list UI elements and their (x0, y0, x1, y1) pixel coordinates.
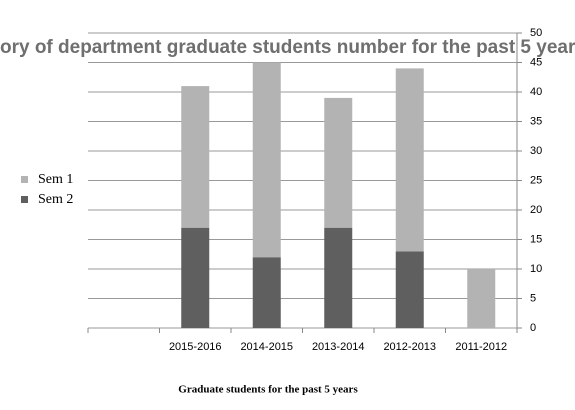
bar-segment (252, 257, 281, 328)
x-tick-label: 2013-2014 (312, 341, 365, 353)
y-tick-label: 25 (530, 174, 542, 186)
x-tick-label: 2012-2013 (383, 341, 436, 353)
bar-segment (395, 251, 424, 328)
x-tick-label: 2014-2015 (240, 341, 293, 353)
chart-title: History of department graduate students … (0, 37, 575, 58)
y-tick-label: 20 (530, 204, 542, 216)
bar-segment (181, 227, 210, 328)
y-tick-label: 30 (530, 145, 542, 157)
legend-label: Sem 1 (38, 172, 73, 187)
y-tick-label: 40 (530, 86, 542, 98)
y-tick-label: 50 (530, 27, 542, 39)
bar-segment (252, 62, 281, 258)
legend-swatch (21, 176, 28, 183)
bar-segment (395, 68, 424, 252)
bar-segment (181, 86, 210, 228)
y-tick-label: 10 (530, 263, 542, 275)
bar-segment (324, 227, 353, 328)
bar-segment (324, 97, 353, 228)
x-tick-label: 2015-2016 (169, 341, 222, 353)
y-tick-label: 35 (530, 115, 542, 127)
caption: Graduate students for the past 5 years (178, 384, 358, 396)
y-tick-label: 0 (530, 322, 536, 334)
y-tick-label: 5 (530, 292, 536, 304)
y-tick-label: 15 (530, 233, 542, 245)
y-tick-label: 45 (530, 56, 542, 68)
legend-swatch (21, 196, 28, 203)
legend-label: Sem 2 (38, 192, 73, 207)
bar-segment (467, 269, 496, 328)
x-tick-label: 2011-2012 (455, 341, 507, 353)
